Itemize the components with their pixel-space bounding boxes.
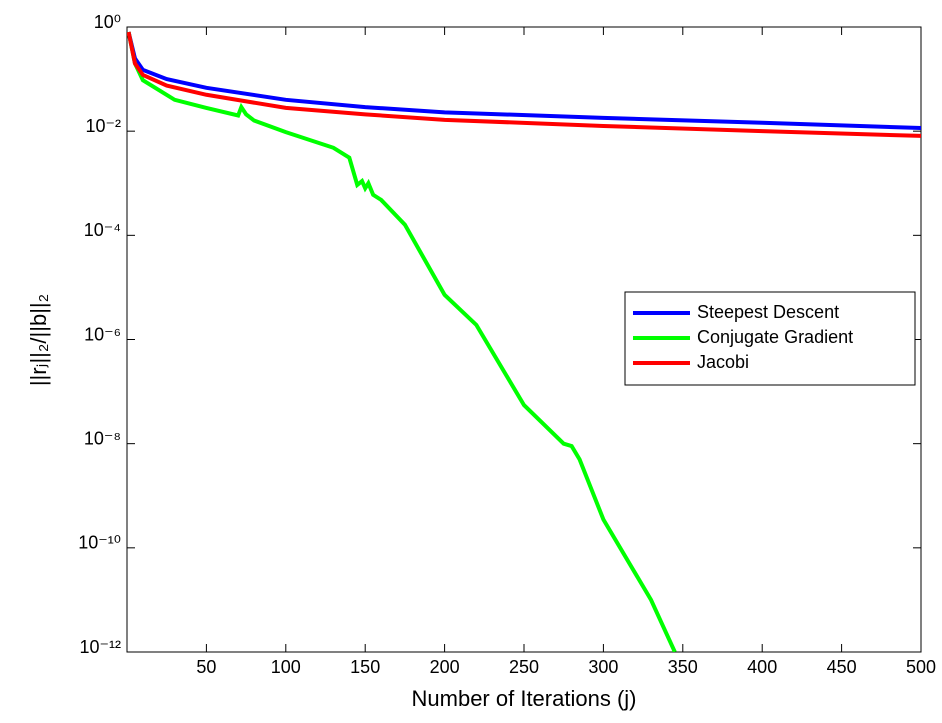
series-line: [127, 31, 921, 138]
series-line: [127, 31, 921, 131]
legend-label: Steepest Descent: [697, 302, 839, 322]
y-tick-label: 10⁻²: [85, 116, 121, 136]
x-tick-label: 100: [271, 657, 301, 677]
x-tick-label: 350: [668, 657, 698, 677]
x-tick-label: 150: [350, 657, 380, 677]
x-tick-label: 300: [588, 657, 618, 677]
legend-label: Jacobi: [697, 352, 749, 372]
y-tick-label: 10⁰: [94, 12, 121, 32]
x-tick-label: 400: [747, 657, 777, 677]
x-tick-label: 450: [827, 657, 857, 677]
x-axis-label: Number of Iterations (j): [412, 686, 637, 711]
y-axis-label: ||rⱼ||₂/||b||₂: [26, 294, 51, 386]
lines: [127, 31, 921, 652]
x-tick-label: 500: [906, 657, 936, 677]
y-tick-label: 10⁻¹²: [79, 637, 121, 657]
x-tick-label: 200: [430, 657, 460, 677]
series-line: [127, 31, 677, 652]
x-tick-label: 50: [196, 657, 216, 677]
y-tick-label: 10⁻⁶: [84, 324, 121, 344]
x-tick-label: 250: [509, 657, 539, 677]
y-tick-label: 10⁻¹⁰: [78, 533, 121, 553]
legend-label: Conjugate Gradient: [697, 327, 853, 347]
y-tick-label: 10⁻⁸: [84, 428, 121, 448]
y-tick-label: 10⁻⁴: [84, 220, 121, 240]
